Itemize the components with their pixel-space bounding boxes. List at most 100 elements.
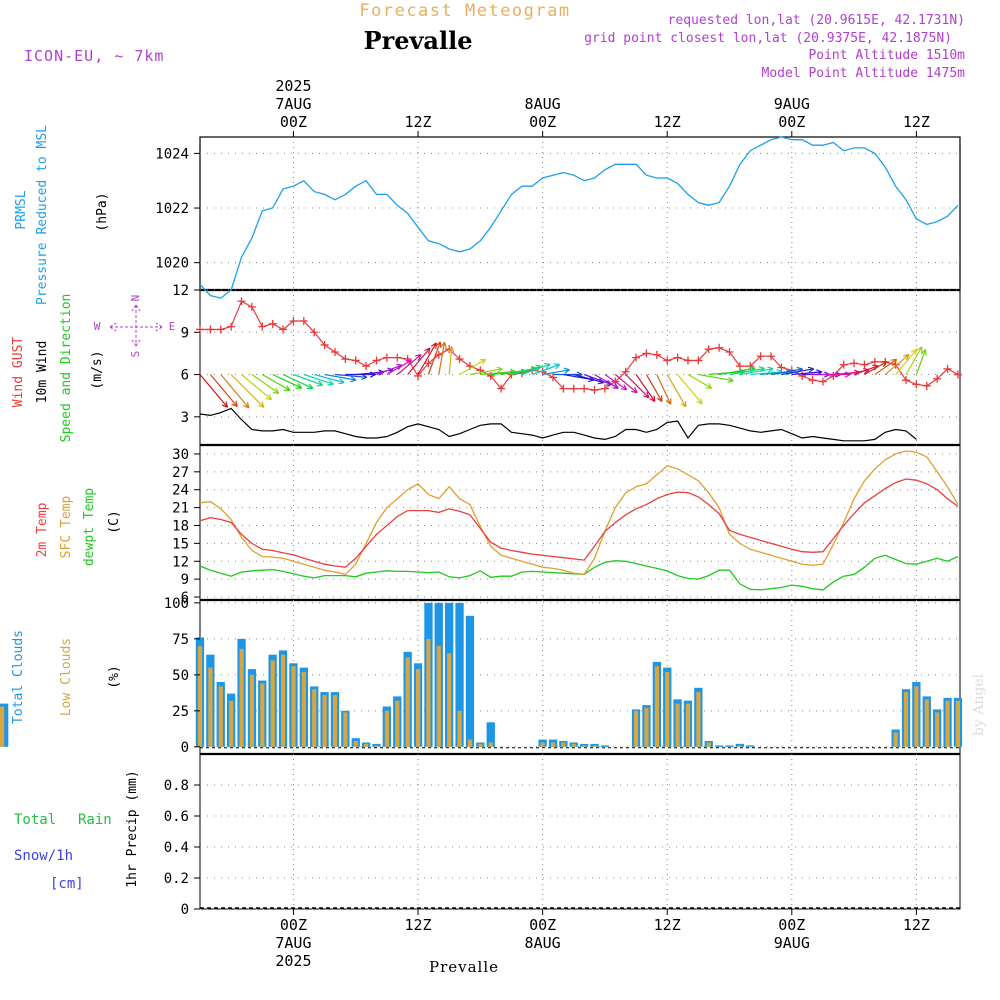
y-tick-label: 25	[172, 704, 189, 720]
low-cloud-bar	[644, 707, 649, 747]
y-tick-label: 75	[172, 632, 189, 648]
y-tick-label: 0.8	[164, 778, 189, 794]
gust-marker	[642, 349, 651, 358]
wind-arrow	[407, 347, 431, 375]
low-cloud-bar	[353, 741, 358, 747]
wind-arrow	[905, 346, 923, 375]
low-cloud-bar	[457, 710, 462, 747]
low-cloud-bar	[0, 706, 5, 747]
wind-arrow	[625, 374, 650, 399]
gust-marker	[725, 348, 734, 356]
wind-arrow	[884, 354, 910, 375]
wind-arrow	[261, 373, 291, 392]
gust-marker	[247, 302, 256, 311]
cloud-unit-label: (%)	[107, 665, 122, 688]
wind-arrow	[521, 363, 551, 376]
y-tick-label: 27	[172, 465, 189, 481]
rain-label: Rain	[78, 812, 112, 828]
compass-n: N	[129, 295, 142, 302]
gust-marker	[933, 374, 942, 383]
credit-watermark: by Angel	[971, 673, 987, 736]
wind10-label: 10m Wind	[35, 341, 50, 404]
low-cloud-bar	[374, 745, 379, 747]
low-cloud-bar	[654, 666, 659, 747]
y-tick-label: 0	[181, 902, 189, 918]
precip-axis-labels: 1hr Precip (mm) Total Rain Snow/1h [cm]	[14, 770, 140, 892]
pressure-axis-labels: PRMSL Pressure Reduced to MSL (hPa)	[14, 125, 110, 305]
gust-marker	[839, 360, 848, 369]
total-cloud-bar	[486, 722, 495, 747]
product-title: Forecast Meteogram	[359, 1, 570, 21]
sfc-label: SFC Temp	[59, 496, 74, 559]
gust-marker	[341, 355, 350, 364]
low-cloud-bar	[924, 699, 929, 747]
t2m-line	[199, 478, 959, 568]
panel-frame	[199, 753, 961, 910]
low-cloud-bar	[208, 667, 213, 747]
low-cloud-bar	[405, 657, 410, 747]
gust-marker	[330, 348, 339, 356]
wind-arrow	[635, 374, 656, 403]
gust-marker	[580, 384, 589, 393]
gust-marker	[455, 355, 464, 364]
pressure-unit-label: (hPa)	[95, 192, 110, 231]
y-tick-label: 0.2	[164, 871, 189, 887]
wind-arrow	[251, 374, 280, 394]
low-cloud-bar	[571, 743, 576, 747]
wind-arrow	[698, 373, 734, 383]
top-time-label: 12Z	[903, 113, 930, 131]
total-cloud-bar	[580, 743, 589, 747]
wind-arrow	[459, 358, 487, 376]
gust-marker	[268, 319, 277, 328]
total-cloud-bar	[465, 615, 475, 747]
low-cloud-bar	[395, 700, 400, 747]
gust-marker	[569, 384, 578, 393]
wind-arrow	[241, 374, 273, 401]
y-tick-label: 1020	[155, 256, 189, 272]
gust-marker	[912, 380, 921, 389]
sfc-temp-line	[199, 450, 959, 576]
bottom-time-label: 7AUG	[275, 934, 311, 952]
y-tick-label: 0.6	[164, 809, 189, 825]
low-cloud-bar	[364, 743, 369, 747]
panel-frame	[199, 136, 961, 291]
compass-s: S	[129, 351, 142, 358]
wind-arrow	[895, 348, 918, 375]
wind-arrow	[864, 361, 888, 376]
gust-marker	[590, 386, 599, 395]
low-cloud-bar	[737, 745, 742, 747]
model-altitude: Model Point Altitude 1475m	[762, 66, 966, 81]
total-cloud-bar	[455, 602, 464, 747]
gust-marker	[663, 356, 672, 365]
low-cloud-bar	[685, 703, 691, 747]
t2m-label: 2m Temp	[35, 502, 50, 557]
low-cloud-bar	[426, 638, 431, 747]
dewpt-label: dewpt Temp	[82, 488, 97, 566]
low-cloud-bar	[197, 646, 203, 747]
gust-marker	[850, 359, 859, 368]
y-tick-label: 9	[181, 572, 189, 588]
wind-arrow	[677, 374, 703, 405]
low-cloud-bar	[416, 669, 421, 747]
gust-marker	[559, 384, 568, 393]
model-label: ICON-EU, ~ 7km	[24, 47, 164, 65]
low-cloud-bar	[665, 672, 670, 747]
bottom-time-label: 12Z	[903, 916, 930, 934]
top-time-label: 8AUG	[525, 95, 561, 113]
snow-label: Snow/1h	[14, 848, 73, 864]
y-tick-label: 18	[172, 518, 189, 534]
top-time-label: 12Z	[654, 113, 681, 131]
low-cloud-bar	[955, 700, 960, 747]
low-cloud-bar	[301, 672, 306, 747]
y-tick-label: 0.4	[164, 840, 189, 856]
gust-marker	[829, 371, 838, 380]
compass-w: W	[94, 320, 101, 333]
y-tick-label: 6	[181, 368, 189, 384]
bottom-time-label: 8AUG	[525, 934, 561, 952]
top-time-label: 7AUG	[275, 95, 311, 113]
bottom-time-label: 00Z	[529, 916, 556, 934]
gridpoint-coords: grid point closest lon,lat (20.9375E, 42…	[584, 31, 952, 46]
wind-arrow	[314, 373, 345, 385]
